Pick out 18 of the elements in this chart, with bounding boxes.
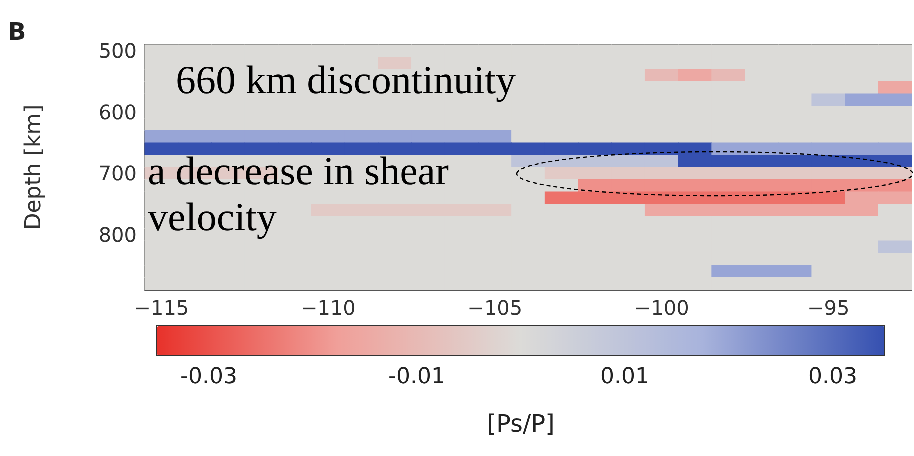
y-tick-label: 600 — [98, 100, 137, 124]
color-bar-label: 0.03 — [808, 364, 858, 390]
color-bar-title: [Ps/P] — [487, 410, 555, 438]
color-bar-label: -0.03 — [180, 364, 238, 390]
y-axis-title: Depth [km] — [22, 104, 46, 230]
x-tick-label: −110 — [300, 296, 356, 320]
color-bar-label: -0.01 — [388, 364, 446, 390]
annotation: a decrease in shear velocity — [148, 148, 459, 240]
annotation: 660 km discontinuity — [176, 58, 516, 102]
x-tick-label: −95 — [808, 296, 850, 320]
y-tick-label: 700 — [98, 162, 137, 186]
x-tick-label: −115 — [134, 296, 190, 320]
color-bar-label: 0.01 — [600, 364, 650, 390]
chart-title: B — [8, 18, 26, 46]
x-tick-label: −100 — [634, 296, 690, 320]
y-tick-label: 500 — [98, 39, 137, 64]
y-tick-label: 800 — [98, 222, 137, 247]
x-tick-label: −105 — [468, 296, 523, 320]
